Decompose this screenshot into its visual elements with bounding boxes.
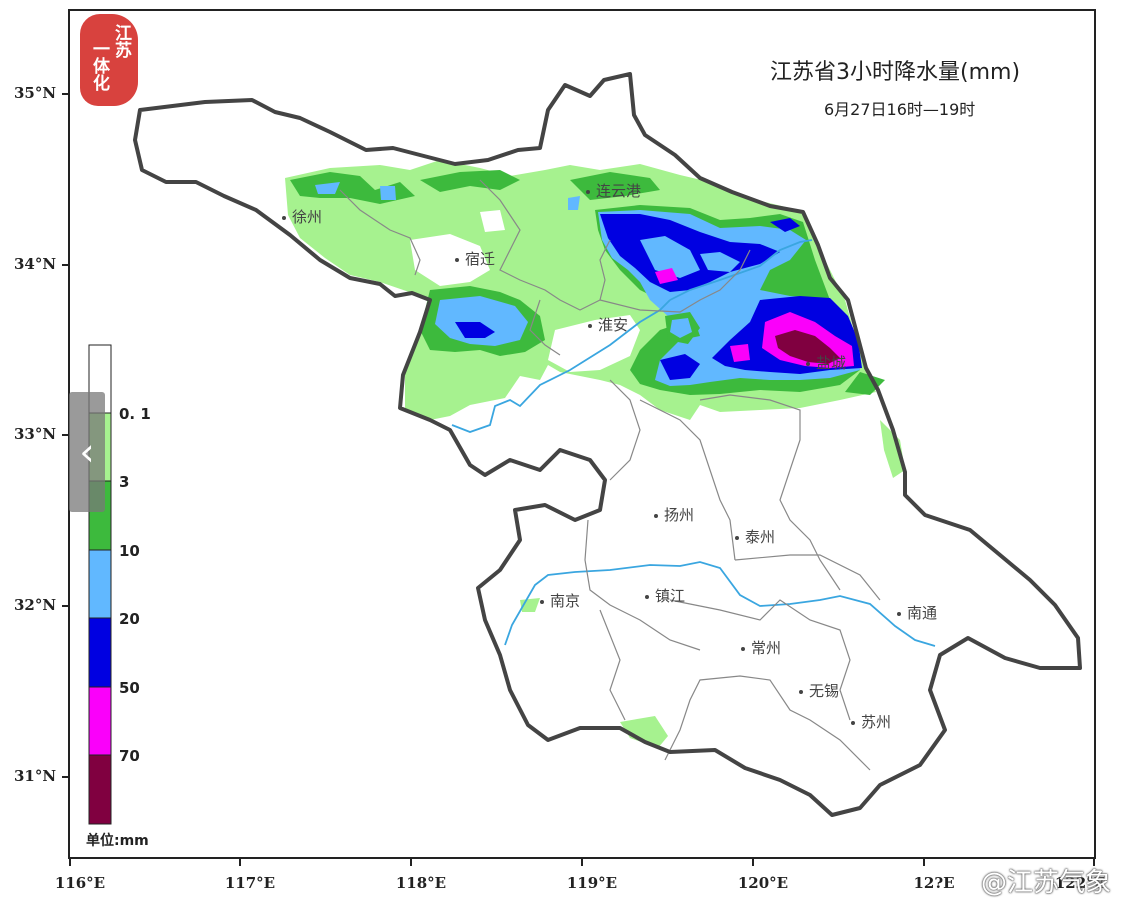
jiangsu-logo: 江苏 一体化 <box>80 14 138 106</box>
city-yancheng: 盐城 <box>806 352 846 373</box>
lon-tick-121: 12?E <box>913 874 955 892</box>
lon-tick-118: 118°E <box>395 874 447 892</box>
lat-tick-31: 31°N <box>14 767 57 785</box>
city-taizhou: 泰州 <box>735 526 775 547</box>
lon-tick-116: 116°E <box>54 874 106 892</box>
city-zhenjiang: 镇江 <box>645 585 685 606</box>
city-nanjing: 南京 <box>540 590 580 611</box>
lat-tick-34: 34°N <box>14 255 57 273</box>
city-nantong: 南通 <box>897 602 937 623</box>
city-suzhou: 苏州 <box>851 711 891 732</box>
city-yangzhou: 扬州 <box>654 504 694 525</box>
city-changzhou: 常州 <box>741 637 781 658</box>
lat-tick-32: 32°N <box>14 596 57 614</box>
legend-label-70: 70 <box>119 747 140 765</box>
city-xuzhou: 徐州 <box>282 206 322 227</box>
city-huaian: 淮安 <box>588 314 628 335</box>
legend-label-50: 50 <box>119 679 140 697</box>
weibo-watermark: @江苏气象 <box>980 868 1111 898</box>
lon-tick-119: 119°E <box>566 874 618 892</box>
legend-unit: 单位:mm <box>86 833 149 849</box>
lon-tick-117: 117°E <box>224 874 276 892</box>
map-subtitle: 6月27日16时—19时 <box>824 100 976 119</box>
lat-tick-33: 33°N <box>14 425 57 443</box>
logo-text-left: 一体化 <box>89 40 109 91</box>
rain-70-plus <box>775 330 840 364</box>
chevron-left-icon: ‹ <box>79 430 95 474</box>
lon-tick-120: 120°E <box>737 874 789 892</box>
city-lianyungang: 连云港 <box>586 180 641 201</box>
legend-label-3: 3 <box>119 473 130 491</box>
map-title: 江苏省3小时降水量(mm) <box>770 60 1021 85</box>
lat-tick-35: 35°N <box>14 84 57 102</box>
legend-label-0.1: 0. 1 <box>119 405 151 423</box>
province-border <box>133 72 1082 817</box>
city-suqian: 宿迁 <box>455 248 495 269</box>
prev-image-button[interactable]: ‹ <box>69 392 105 512</box>
logo-text-right: 江苏 <box>111 24 131 58</box>
legend-label-20: 20 <box>119 610 140 628</box>
lon-tick-122: 122°E <box>1054 874 1106 892</box>
city-wuxi: 无锡 <box>799 680 839 701</box>
legend-label-10: 10 <box>119 542 140 560</box>
